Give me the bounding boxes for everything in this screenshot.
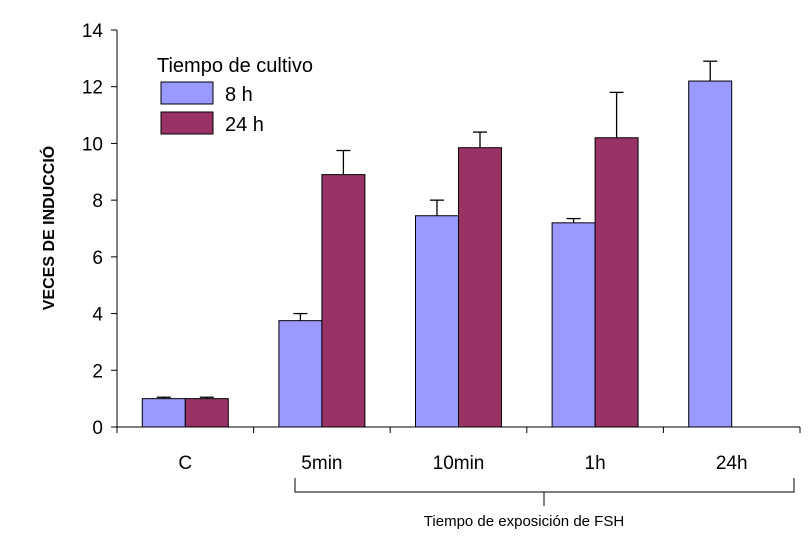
- bar-24h-C: [184, 398, 229, 428]
- y-tick-label: 12: [82, 78, 103, 99]
- fsh-bracket: Tiempo de exposición de FSH: [294, 478, 795, 530]
- bar-8h-24h: [688, 80, 733, 428]
- bar-24h-1h: [594, 137, 639, 428]
- y-ticks: 0 2 4 6 8 10 12 14: [82, 21, 117, 439]
- bracket-label: Tiempo de exposición de FSH: [424, 513, 624, 530]
- x-ticks: C 5min 10min 1h 24h: [116, 427, 801, 474]
- legend-swatch-24h: [160, 111, 214, 135]
- bars: [141, 80, 733, 428]
- y-tick-label: 2: [92, 361, 103, 382]
- legend-swatch-8h: [160, 81, 214, 105]
- legend-title: Tiempo de cultivo: [157, 55, 313, 77]
- y-tick-label: 4: [92, 305, 103, 326]
- legend: Tiempo de cultivo 8 h 24 h: [157, 55, 313, 136]
- x-tick-label: 5min: [301, 453, 342, 474]
- y-tick-label: 6: [92, 248, 103, 269]
- x-tick-label: 10min: [433, 453, 485, 474]
- x-tick-label: C: [178, 453, 192, 474]
- bar-8h-1h: [551, 222, 596, 428]
- bar-8h-5min: [278, 320, 323, 428]
- y-tick-label: 10: [82, 134, 103, 155]
- y-tick-label: 14: [82, 21, 104, 42]
- bar-24h-10min: [458, 147, 502, 428]
- bar-24h-5min: [321, 174, 366, 428]
- legend-label-8h: 8 h: [225, 84, 253, 106]
- y-tick-label: 0: [92, 418, 103, 439]
- bar-8h-C: [141, 398, 186, 428]
- x-tick-label: 24h: [716, 453, 748, 474]
- y-axis-label: VECES DE INDUCCIÓ: [39, 146, 58, 310]
- legend-label-24h: 24 h: [225, 114, 264, 136]
- bar-8h-10min: [415, 215, 459, 428]
- x-tick-label: 1h: [585, 453, 606, 474]
- error-bars: [156, 60, 718, 399]
- y-tick-label: 8: [92, 191, 103, 212]
- bracket-line: [294, 478, 795, 506]
